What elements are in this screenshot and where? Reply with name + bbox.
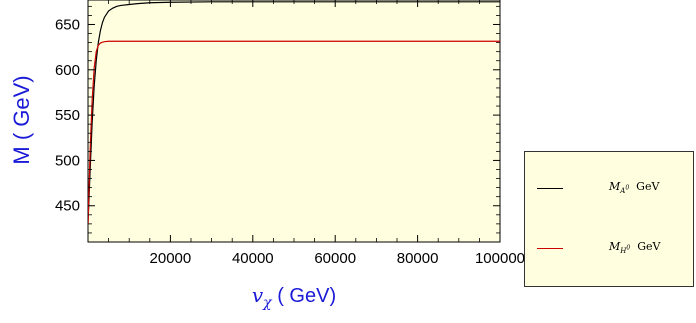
- plot-area: [87, 0, 501, 243]
- legend-label-ma0: MA0 GeV: [609, 180, 660, 196]
- x-tick-label-1: 40000: [232, 250, 274, 267]
- x-axis-label-symbol: v: [251, 283, 264, 307]
- y-tick-label-1: 500: [55, 152, 80, 169]
- legend-swatch-ma0: [537, 188, 563, 189]
- x-axis-label: vχ ( GeV): [88, 283, 500, 311]
- x-tick-label-2: 60000: [314, 250, 356, 267]
- x-axis-label-unit: ( GeV): [277, 285, 337, 307]
- legend-swatch-mh0: [537, 248, 563, 249]
- y-tick-label-4: 650: [55, 16, 80, 33]
- series-line-1: [88, 40, 500, 224]
- y-tick-label-2: 550: [55, 107, 80, 124]
- legend-label-mh0: MH0 GeV: [609, 240, 661, 256]
- x-tick-label-4: 100000: [475, 250, 525, 267]
- y-tick-label-0: 450: [55, 198, 80, 215]
- y-axis-label: M ( GeV): [9, 75, 34, 165]
- y-axis-label-box: M ( GeV): [2, 0, 42, 240]
- x-axis-label-subscript: χ: [263, 295, 272, 311]
- legend-item-mh0: MH0 GeV: [537, 238, 687, 258]
- x-tick-label-3: 80000: [397, 250, 439, 267]
- y-tick-label-3: 600: [55, 62, 80, 79]
- x-tick-label-0: 20000: [150, 250, 192, 267]
- legend: MA0 GeV MH0 GeV: [524, 151, 694, 287]
- legend-item-ma0: MA0 GeV: [537, 178, 687, 198]
